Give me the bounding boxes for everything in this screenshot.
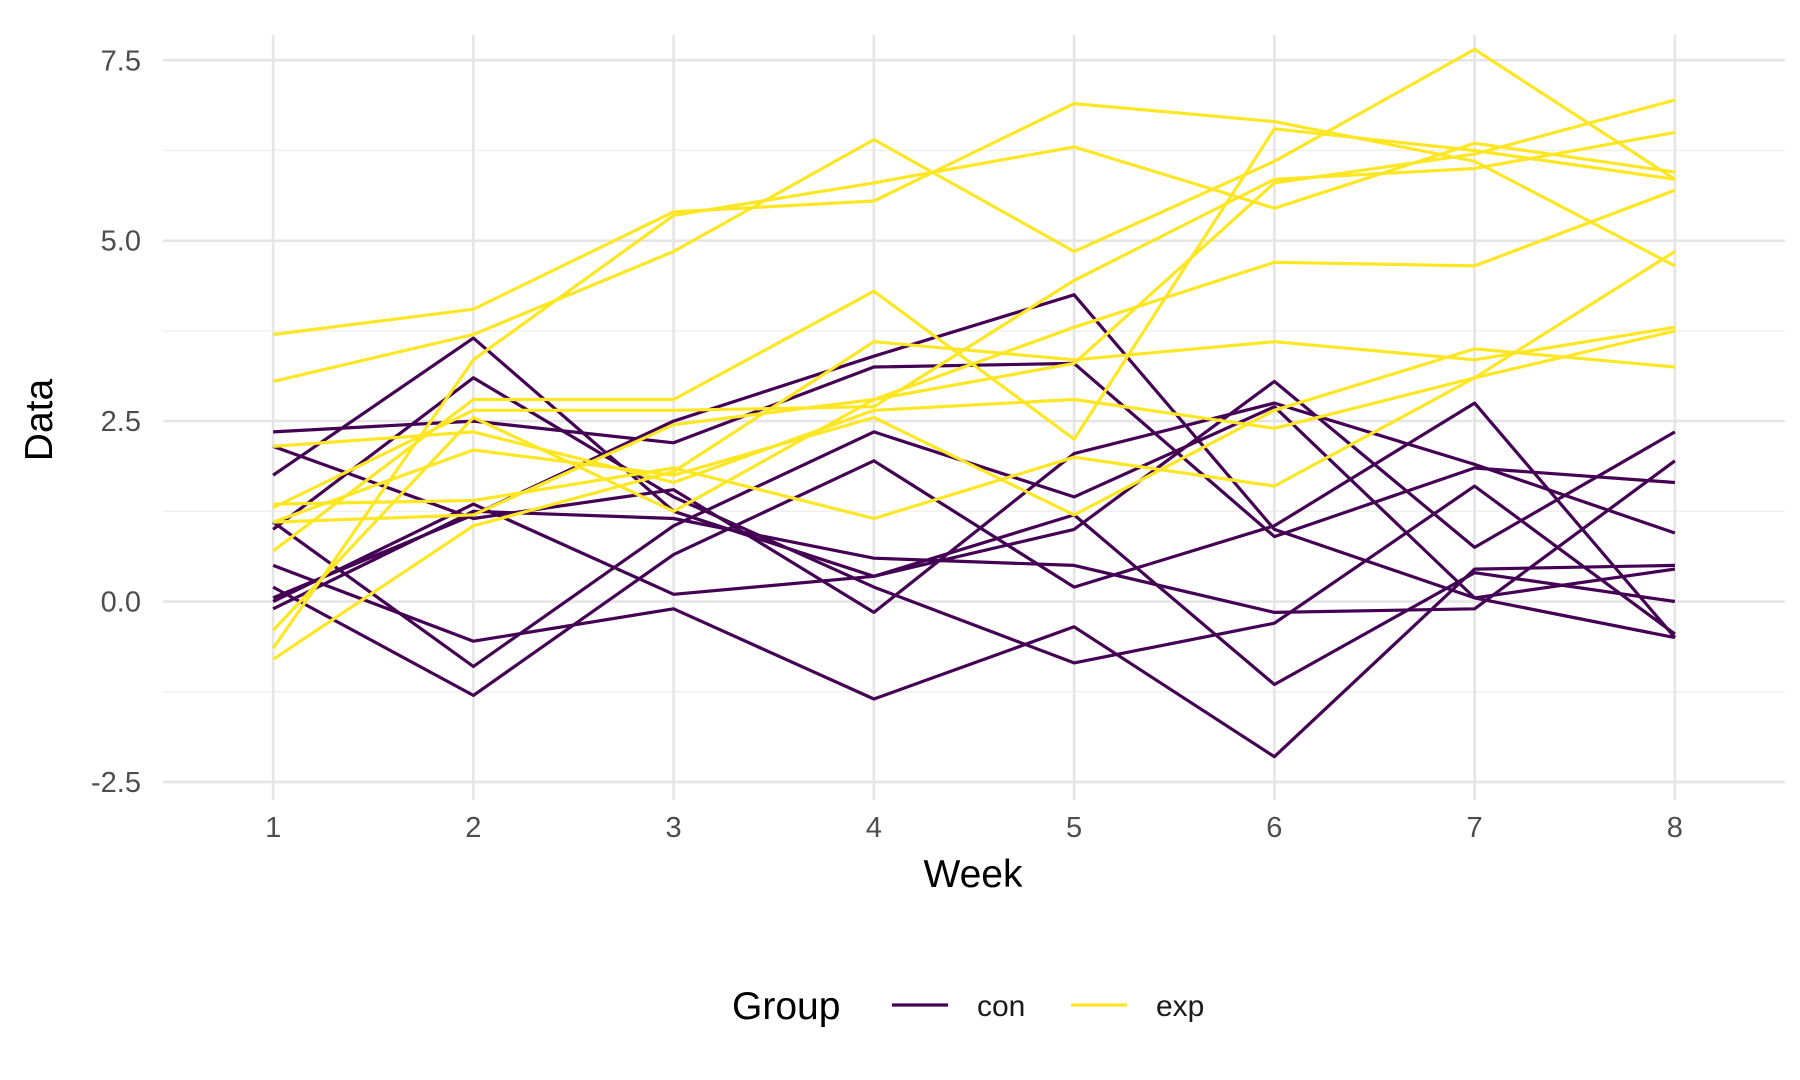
legend-label-con: con <box>977 990 1025 1023</box>
x-axis-title: Week <box>924 853 1023 896</box>
y-tick-label: 0.0 <box>101 587 141 619</box>
series-line-con <box>272 459 1676 615</box>
series-line-exp <box>272 325 1676 661</box>
x-axis-tick-labels: 1 2 3 4 5 6 7 8 <box>265 812 1683 844</box>
series-line-exp <box>272 347 1676 524</box>
y-tick-label: 2.5 <box>101 406 141 438</box>
series-line-exp <box>272 127 1676 553</box>
series-line-exp <box>272 47 1676 383</box>
legend-title: Group <box>732 985 840 1028</box>
series-line-exp <box>272 250 1676 485</box>
series-line-con <box>272 336 1676 578</box>
legend-label-exp: exp <box>1156 990 1204 1023</box>
y-axis-title: Data <box>18 379 61 462</box>
series-line-exp <box>273 329 1676 521</box>
series-line-exp <box>272 130 1676 510</box>
y-tick-label: 5.0 <box>101 226 141 258</box>
series-line-exp <box>273 98 1676 524</box>
series-line-con <box>272 563 1675 759</box>
x-tick-label: 3 <box>666 812 682 844</box>
y-axis-tick-labels: -2.5 0.0 2.5 5.0 7.5 <box>91 45 141 799</box>
series-lines <box>271 47 1677 759</box>
x-tick-label: 7 <box>1467 812 1483 844</box>
x-tick-label: 8 <box>1667 812 1683 844</box>
series-line-con <box>272 401 1677 698</box>
series-line-con <box>272 405 1676 669</box>
x-tick-label: 5 <box>1066 812 1082 844</box>
legend: Group con exp <box>732 985 1204 1028</box>
series-line-exp <box>271 141 1676 650</box>
x-tick-label: 1 <box>265 812 281 844</box>
y-tick-label: 7.5 <box>101 45 141 77</box>
series-line-con <box>272 376 1676 665</box>
x-tick-label: 6 <box>1266 812 1282 844</box>
y-tick-label: -2.5 <box>91 767 141 799</box>
x-tick-label: 2 <box>465 812 481 844</box>
x-tick-label: 4 <box>866 812 882 844</box>
series-line-con <box>272 502 1676 687</box>
series-line-exp <box>271 188 1676 632</box>
